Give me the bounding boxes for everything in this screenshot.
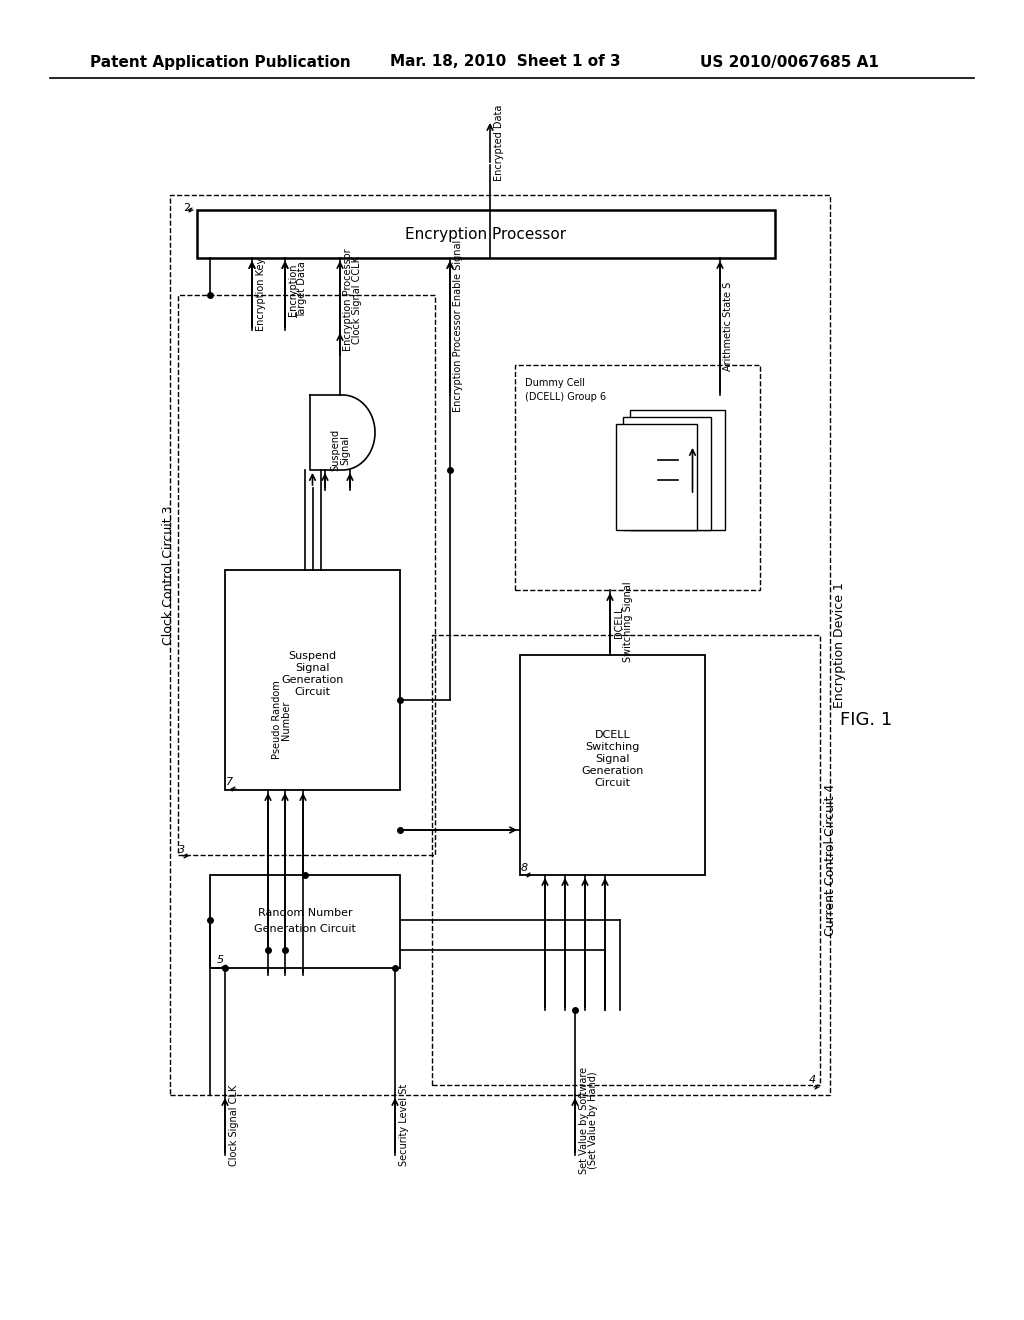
Text: Encryption Device 1: Encryption Device 1 (834, 582, 847, 708)
Text: Generation Circuit: Generation Circuit (254, 924, 356, 935)
Text: Encryption Key: Encryption Key (256, 257, 266, 330)
Text: 5: 5 (217, 954, 224, 965)
Text: Switching: Switching (586, 742, 640, 752)
Bar (515, 366, 760, 590)
Text: Encryption Processor Enable Signal: Encryption Processor Enable Signal (453, 240, 463, 412)
Bar (225, 570, 400, 789)
Text: Encrypted Data: Encrypted Data (494, 104, 504, 181)
Text: Switching Signal: Switching Signal (623, 582, 633, 663)
Text: Current Control Circuit 4: Current Control Circuit 4 (823, 784, 837, 936)
Bar (197, 210, 775, 257)
Bar (623, 417, 711, 531)
Text: (DCELL) Group 6: (DCELL) Group 6 (525, 392, 606, 403)
Text: Signal: Signal (340, 436, 350, 465)
Text: Arithmetic State S: Arithmetic State S (723, 281, 733, 371)
Text: Encryption Processor: Encryption Processor (343, 248, 353, 351)
Text: Mar. 18, 2010  Sheet 1 of 3: Mar. 18, 2010 Sheet 1 of 3 (390, 54, 621, 70)
Text: DCELL: DCELL (614, 606, 624, 638)
Text: 4: 4 (809, 1074, 816, 1085)
Text: Generation: Generation (282, 675, 344, 685)
Text: 7: 7 (226, 777, 233, 787)
Bar (210, 875, 400, 968)
Text: Pseudo Random: Pseudo Random (272, 681, 282, 759)
Text: 2: 2 (183, 203, 190, 213)
Text: Security Level St: Security Level St (399, 1084, 409, 1166)
Text: Target Data: Target Data (297, 261, 307, 318)
Text: Patent Application Publication: Patent Application Publication (90, 54, 351, 70)
Text: US 2010/0067685 A1: US 2010/0067685 A1 (700, 54, 879, 70)
Text: Encryption Processor: Encryption Processor (406, 227, 566, 242)
Bar (520, 655, 705, 875)
Text: Clock Control Circuit 3: Clock Control Circuit 3 (162, 506, 174, 644)
Text: Signal: Signal (295, 663, 330, 673)
Text: Dummy Cell: Dummy Cell (525, 378, 585, 388)
Text: 8: 8 (521, 863, 528, 873)
Bar (432, 635, 820, 1085)
Bar (616, 424, 697, 531)
Bar (630, 411, 725, 531)
Text: Circuit: Circuit (295, 686, 331, 697)
Text: (Set Value by Hand): (Set Value by Hand) (588, 1072, 598, 1168)
Text: Encryption: Encryption (288, 264, 298, 317)
Text: Generation: Generation (582, 766, 644, 776)
Text: DCELL: DCELL (595, 730, 631, 741)
Bar (170, 195, 830, 1096)
Text: Suspend: Suspend (289, 651, 337, 661)
Text: 3: 3 (178, 845, 185, 855)
Polygon shape (310, 395, 375, 470)
Text: Clock Signal CCLK: Clock Signal CCLK (352, 256, 362, 345)
Text: Circuit: Circuit (595, 777, 631, 788)
Text: Number: Number (281, 701, 291, 739)
Text: Random Number: Random Number (258, 908, 352, 919)
Text: Clock Signal CLK: Clock Signal CLK (229, 1084, 239, 1166)
Bar (178, 294, 435, 855)
Text: FIG. 1: FIG. 1 (840, 711, 892, 729)
Text: Signal: Signal (595, 754, 630, 764)
Text: Set Value by Software: Set Value by Software (579, 1067, 589, 1173)
Text: Suspend: Suspend (330, 429, 340, 471)
